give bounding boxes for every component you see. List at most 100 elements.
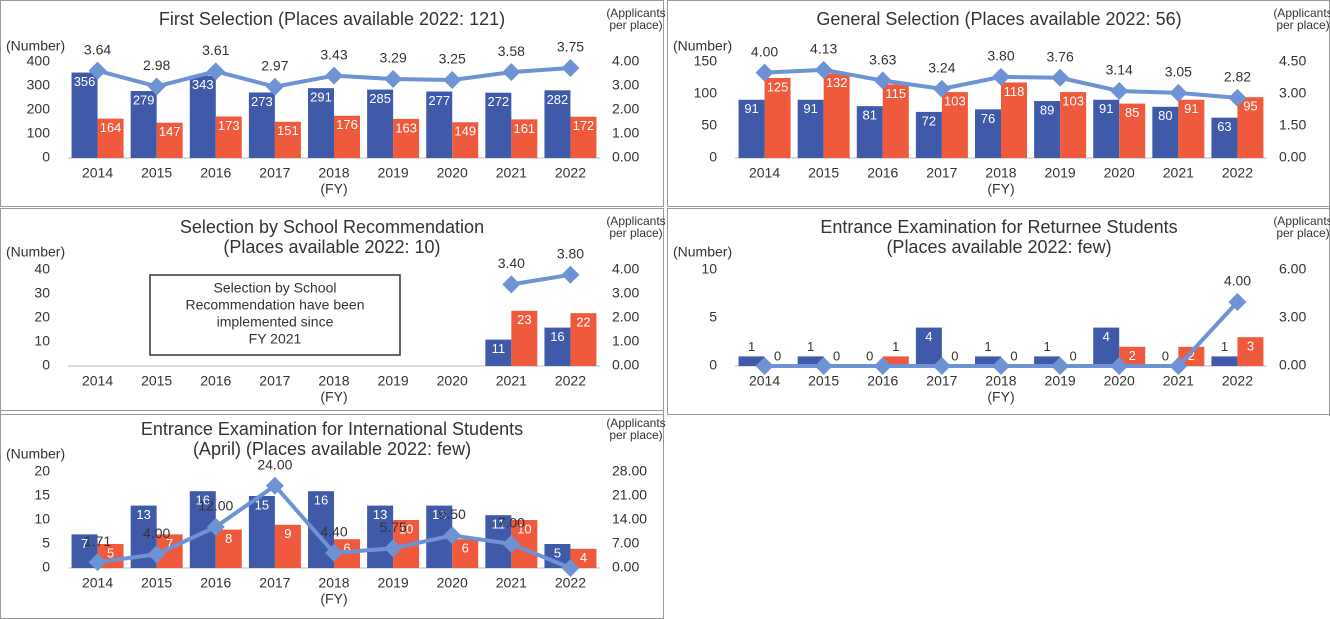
y2-tick-label: 4.00 [612,53,639,69]
line [511,272,571,287]
data-label: 3.29 [379,50,406,66]
y2-tick-label: 6.00 [1279,261,1306,277]
bar [215,529,242,568]
x-tick-label: 2019 [1045,373,1076,389]
x-tick-label: 2018 [985,165,1016,181]
line-marker [1110,82,1129,101]
data-label: 1 [1221,339,1228,354]
y-tick-label: 5 [42,535,50,551]
bar [941,92,968,158]
x-tick-label: 2015 [141,575,172,591]
y-tick-label: 50 [701,117,717,133]
data-label: 4.00 [751,43,778,59]
x-tick-label: 2020 [1104,165,1135,181]
data-label: 16 [314,493,328,508]
line-marker [561,59,580,77]
data-label: 7 [166,536,173,551]
y2-tick-label: 4.50 [1279,53,1306,69]
bar [1119,103,1146,158]
line-marker [932,79,951,98]
data-label: 4.00 [143,525,170,541]
data-label: 6 [343,541,350,556]
x-tick-label: 2018 [318,165,349,181]
y2-tick-label: 0.00 [612,559,639,575]
data-label: 6 [462,541,469,556]
y2-axis-label: per place) [1276,18,1329,32]
line-marker [206,517,225,536]
chart-title: General Selection (Places available 2022… [816,9,1181,29]
data-label: 10 [399,521,413,536]
x-tick-label: 2014 [82,373,113,389]
y-tick-label: 0 [42,559,50,575]
y2-axis-label: (Applicants [1273,6,1330,20]
data-label: 0 [866,348,873,363]
y-axis-label: (Number) [673,244,732,260]
y2-tick-label: 3.00 [612,285,639,301]
x-tick-label: 2019 [378,373,409,389]
x-tick-label: 2015 [808,373,839,389]
data-label: 291 [310,90,332,105]
annotation-text: Selection by School [214,280,337,296]
data-label: 95 [1243,99,1257,114]
y-tick-label: 100 [27,125,51,141]
bar [1237,337,1264,366]
data-label: 8 [225,531,232,546]
y-tick-label: 15 [34,487,50,503]
data-label: 273 [251,94,273,109]
chart-title: Entrance Examination for Returnee Studen… [820,217,1177,237]
data-label: 81 [863,108,877,123]
line-marker [384,539,403,558]
data-label: 4 [580,550,587,565]
chart-title: Entrance Examination for International S… [141,419,523,439]
data-label: 7.00 [498,515,525,531]
data-label: 1 [1043,339,1050,354]
x-tick-label: 2021 [1163,373,1194,389]
data-label: 91 [803,101,817,116]
bar [544,327,571,366]
data-label: 3 [1247,339,1254,354]
data-label: 3.80 [987,48,1014,64]
data-label: 0 [1162,348,1169,363]
y-tick-label: 200 [27,101,51,117]
bar [248,92,275,158]
bar [215,116,242,158]
y2-axis-label: (Applicants [606,214,665,228]
line-marker [992,67,1010,86]
data-label: 2.97 [261,57,288,73]
chart-title: First Selection (Places available 2022: … [159,9,505,29]
chart-panel: Entrance Examination for International S… [6,416,666,607]
y2-tick-label: 0.00 [612,149,639,165]
panel-border [0,0,664,207]
y-tick-label: 20 [34,463,50,479]
data-label: 0 [774,348,781,363]
y2-tick-label: 21.00 [612,487,647,503]
y2-axis-label: (Applicants [1273,214,1330,228]
data-label: 115 [885,86,906,101]
data-label: 282 [547,92,569,107]
data-label: 3.05 [1165,64,1192,80]
x-tick-label: 2017 [259,373,290,389]
chart-panel: General Selection (Places available 2022… [673,6,1330,197]
data-label: 1 [984,339,991,354]
data-label: 343 [192,77,214,92]
data-label: 10 [517,521,531,536]
bar [274,524,301,568]
x-tick-label: 2018 [318,373,349,389]
data-label: 3.64 [84,41,111,57]
y2-tick-label: 0.00 [1279,357,1306,373]
line-marker [325,66,343,85]
line-marker [147,77,166,96]
y-tick-label: 300 [27,77,51,93]
line-marker [814,60,833,79]
bar [1237,97,1264,158]
y2-axis-label: (Applicants [606,416,665,430]
y2-axis-label: per place) [1276,226,1329,240]
line-marker [502,275,521,294]
line-marker [992,357,1010,375]
bar [1034,101,1061,158]
bar [1093,327,1120,366]
chart-title: (Places available 2022: 10) [223,237,440,257]
y2-tick-label: 2.00 [612,101,639,117]
data-label: 11 [492,341,506,356]
panel-border [667,208,1330,415]
